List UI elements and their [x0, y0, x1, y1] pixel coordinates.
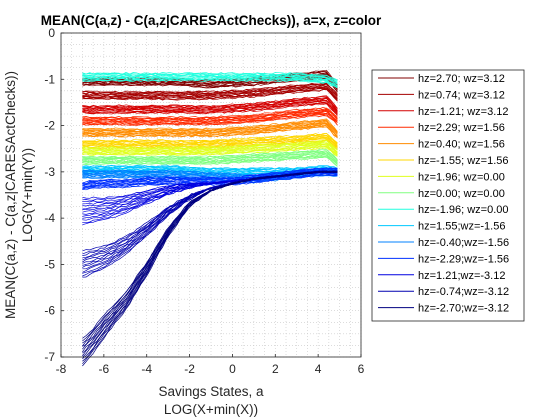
series-line	[82, 110, 338, 123]
series-line	[82, 102, 338, 115]
y-tick-label: 0	[48, 26, 55, 40]
series-line	[82, 148, 338, 160]
series-line	[82, 107, 338, 119]
y-tick-label: -6	[44, 304, 55, 318]
series-line	[82, 102, 338, 116]
x-axis-label-2: LOG(X+min(X))	[164, 402, 258, 417]
series-4	[82, 118, 338, 139]
series-line	[82, 74, 338, 84]
x-tick-label: -6	[99, 362, 110, 376]
series-1	[82, 82, 338, 102]
series-line	[82, 136, 338, 148]
x-ticks: -8 -6 -4 -2 0 2 4 6	[56, 354, 365, 376]
legend-label: hz=-2.29;wz=-1.56	[418, 253, 509, 265]
legend-label: hz=-0.40;wz=-1.56	[418, 237, 509, 249]
x-tick-label: 4	[315, 362, 322, 376]
legend-label: hz=2.70; wz=3.12	[418, 73, 505, 85]
series-group	[82, 69, 338, 367]
series-2	[82, 95, 338, 116]
series-line	[82, 170, 338, 339]
series-line	[82, 135, 338, 146]
series-7	[82, 148, 338, 167]
series-line	[82, 96, 338, 110]
series-line	[82, 95, 338, 109]
x-tick-label: 2	[272, 362, 279, 376]
series-line	[82, 140, 338, 151]
y-axis-label: MEAN(C(a,z) - C(a,z|CARESActChecks))	[3, 71, 18, 319]
series-line	[82, 122, 338, 134]
legend-label: hz=0.00; wz=0.00	[418, 188, 505, 200]
y-tick-label: -7	[44, 350, 55, 364]
y-tick-label: -3	[44, 165, 55, 179]
series-line	[82, 168, 338, 185]
series-line	[82, 82, 338, 96]
legend-box	[371, 69, 525, 322]
series-line	[82, 146, 338, 157]
series-line	[82, 147, 338, 157]
series-line	[82, 96, 338, 109]
legend-label: hz=0.74; wz=3.12	[418, 89, 505, 101]
series-line	[82, 72, 338, 81]
series-line	[82, 72, 338, 81]
x-axis-label: Savings States, a	[158, 384, 264, 399]
y-tick-label: -5	[44, 257, 55, 271]
y-ticks: -7 -6 -5 -4 -3 -2 -1 0	[44, 26, 64, 364]
series-line	[82, 100, 338, 113]
series-line	[82, 115, 338, 126]
y-tick-label: -1	[44, 72, 55, 86]
series-line	[82, 77, 338, 86]
legend-label: hz=-1.55; wz=1.56	[418, 155, 509, 167]
x-tick-label: 0	[229, 362, 236, 376]
series-line	[82, 167, 338, 184]
x-tick-label: -8	[56, 362, 67, 376]
series-line	[82, 132, 338, 143]
series-line	[82, 144, 338, 156]
legend-label: hz=-1.21; wz=3.12	[418, 106, 509, 118]
plot-frame	[60, 32, 362, 358]
chart-title: MEAN(C(a,z) - C(a,z|CARESActChecks)), a=…	[41, 13, 382, 28]
legend-label: hz=1.21;wz=-3.12	[418, 270, 505, 282]
legend: hz=2.70; wz=3.12 hz=0.74; wz=3.12 hz=-1.21…	[371, 69, 525, 322]
series-line	[82, 97, 338, 112]
legend-items: hz=2.70; wz=3.12 hz=0.74; wz=3.12 hz=-1.21…	[378, 73, 509, 315]
x-tick-label: 6	[358, 362, 365, 376]
series-line	[82, 82, 338, 94]
legend-label: hz=-1.96; wz=0.00	[418, 204, 509, 216]
legend-label: hz=-0.74;wz=-3.12	[418, 286, 509, 298]
x-tick-label: -4	[141, 362, 152, 376]
series-line	[82, 123, 338, 136]
series-line	[82, 118, 338, 133]
series-line	[82, 167, 338, 184]
legend-label: hz=1.96; wz=0.00	[418, 171, 505, 183]
series-line	[82, 164, 338, 170]
series-line	[82, 84, 338, 97]
series-line	[82, 87, 338, 99]
series-line	[82, 141, 338, 153]
series-line	[82, 143, 338, 154]
series-8	[82, 72, 338, 89]
series-line	[82, 156, 338, 167]
y-axis-label-2: LOG(Y+min(Y))	[20, 148, 35, 242]
legend-label: hz=-2.70;wz=-3.12	[418, 303, 509, 315]
y-tick-label: -4	[44, 211, 55, 225]
series-line	[82, 73, 338, 82]
legend-label: hz=1.55;wz=-1.56	[418, 221, 505, 233]
series-14	[82, 170, 338, 367]
y-tick-label: -2	[44, 119, 55, 133]
x-tick-label: -2	[184, 362, 195, 376]
legend-label: hz=2.29; wz=1.56	[418, 122, 505, 134]
series-line	[82, 126, 338, 138]
series-3	[82, 107, 338, 126]
series-line	[82, 140, 338, 151]
series-line	[82, 109, 338, 122]
legend-label: hz=0.40; wz=1.56	[418, 139, 505, 151]
series-6	[82, 139, 338, 157]
